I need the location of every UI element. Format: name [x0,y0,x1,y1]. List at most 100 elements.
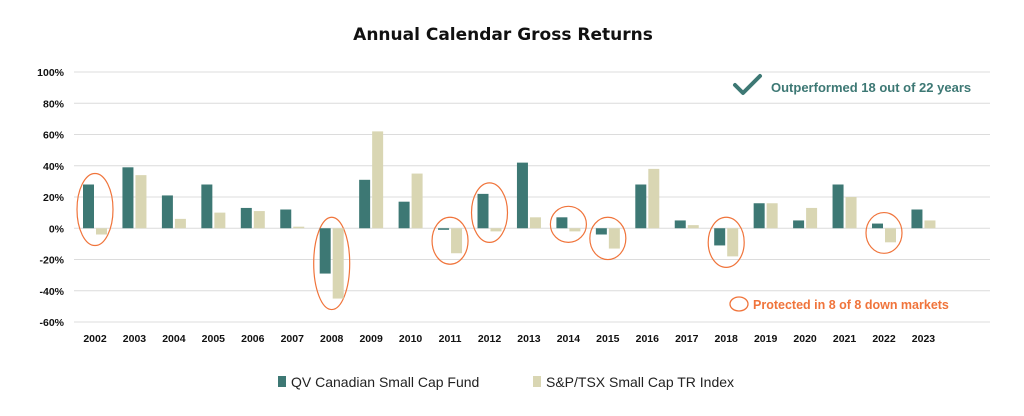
x-tick-label: 2022 [872,333,896,345]
x-tick-label: 2017 [675,333,699,345]
bar-fund [714,228,726,246]
bar-fund [477,193,489,229]
down-market-highlight-ellipse [549,205,588,243]
y-axis-ticks: 100% 80% 60% 40% 20% 0% -20% -40% -60% [37,67,65,329]
bar-index [214,212,226,229]
bar-index [135,175,147,229]
bar-fund [674,220,686,229]
bar-fund [201,184,213,229]
bar-fund [161,195,173,229]
down-market-highlight-ellipse [589,216,627,261]
bar-index [293,226,305,229]
y-tick-label: 100% [37,67,65,79]
legend-swatch-index [533,376,541,387]
x-tick-label: 2005 [202,333,226,345]
x-tick-label: 2013 [517,333,541,345]
down-market-highlight-ellipse [865,211,903,254]
x-tick-label: 2007 [281,333,305,345]
outperformed-annotation: Outperformed 18 out of 22 years [733,74,971,95]
bar-index [372,131,384,229]
x-tick-label: 2008 [320,333,344,345]
bar-fund [793,220,805,229]
x-tick-label: 2018 [715,333,739,345]
bar-fund [83,184,94,229]
bar-index [490,228,502,232]
x-tick-label: 2011 [439,333,462,345]
bar-fund [832,184,844,229]
bar-index [727,228,739,257]
bar-index [253,211,265,229]
y-tick-label: 40% [43,161,65,173]
legend-label-fund: QV Canadian Small Cap Fund [291,374,479,390]
bar-fund [872,223,883,229]
legend-swatch-fund [278,376,286,387]
bar-fund [240,207,252,229]
bar-fund [753,203,765,229]
bar-fund [556,217,568,229]
protected-annotation: Protected in 8 of 8 down markets [729,296,949,312]
down-market-highlight-ellipse [431,216,469,265]
chart-title: Annual Calendar Gross Returns [353,25,653,45]
down-market-highlight-ellipse [470,182,509,243]
y-tick-label: 60% [43,130,65,142]
y-tick-label: 20% [43,192,65,204]
x-tick-label: 2019 [754,333,778,345]
bar-index [96,228,107,235]
x-tick-label: 2015 [596,333,620,345]
x-tick-label: 2012 [478,333,502,345]
x-tick-label: 2010 [399,333,423,345]
ellipse-outline-icon [729,296,749,312]
checkmark-icon [733,74,762,95]
bar-index [529,217,541,229]
x-tick-label: 2003 [123,333,147,345]
bar-fund [516,162,528,229]
bar-fund [438,228,450,230]
y-tick-label: -40% [39,286,64,298]
y-tick-label: -60% [39,317,64,329]
bar-fund [319,228,331,274]
down-market-highlight-ellipse [313,216,351,311]
x-tick-label: 2020 [793,333,817,345]
x-tick-label: 2004 [162,333,186,345]
bar-index [885,228,896,243]
bar-fund [122,167,134,229]
bar-index [608,228,620,249]
bar-fund [595,228,607,235]
bar-index [845,197,857,229]
y-tick-label: 0% [49,223,65,235]
bar-fund [359,179,371,229]
down-market-highlight-ellipse [707,216,745,268]
bar-index [569,228,581,232]
x-tick-label: 2009 [359,333,383,345]
x-tick-label: 2021 [833,333,857,345]
bar-fund [398,201,410,229]
x-axis-ticks: 2002 2003 2004 2005 2006 2007 2008 2009 2010 2011… [83,333,935,345]
bar-index [766,203,778,229]
x-tick-label: 2016 [636,333,660,345]
bar-index [806,207,818,229]
x-tick-label: 2023 [912,333,936,345]
legend: QV Canadian Small Cap Fund S&P/TSX Small… [278,374,734,390]
x-tick-label: 2014 [557,333,581,345]
down-market-highlights [76,172,903,311]
x-tick-label: 2002 [83,333,107,345]
down-market-highlight-ellipse [76,172,114,247]
bar-index [687,225,699,229]
bar-index [174,218,186,229]
bar-index [648,168,660,229]
legend-label-index: S&P/TSX Small Cap TR Index [546,374,734,390]
protected-text: Protected in 8 of 8 down markets [753,298,949,312]
bar-index [924,220,936,229]
bar-fund [635,184,647,229]
outperformed-text: Outperformed 18 out of 22 years [771,80,971,95]
x-tick-label: 2006 [241,333,265,345]
bar-index [332,228,344,299]
bar-fund [280,209,292,229]
bar-fund [911,209,923,229]
y-tick-label: 80% [43,98,65,110]
y-tick-label: -20% [39,255,64,267]
bars [83,131,936,299]
bar-index [451,228,463,254]
